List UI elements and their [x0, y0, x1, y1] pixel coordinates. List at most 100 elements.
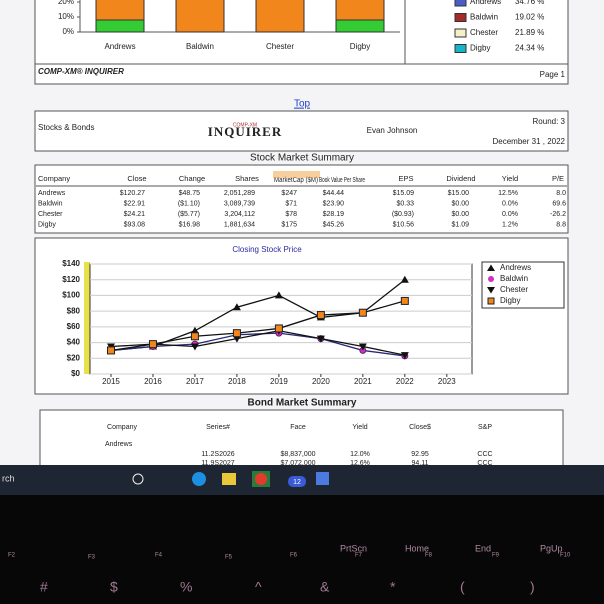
cell: $247 — [281, 190, 297, 197]
key-label: # — [40, 579, 48, 595]
bar — [175, 0, 225, 33]
x-tick-label: Digby — [350, 42, 370, 51]
column-header: Dividend — [446, 174, 475, 183]
cell: $1.09 — [451, 221, 469, 228]
key-label: ( — [460, 579, 465, 595]
cell: 94.11 — [412, 460, 429, 467]
badge[interactable] — [288, 476, 306, 487]
key-label: F4 — [155, 553, 163, 559]
cortana[interactable] — [132, 473, 144, 485]
cell: $0.00 — [451, 211, 469, 218]
bond-table — [39, 409, 564, 471]
edge-icon[interactable] — [192, 472, 206, 486]
legend-label: Baldwin — [470, 13, 498, 22]
y-tick-label: $100 — [62, 291, 80, 300]
legend-label: Baldwin — [500, 274, 528, 283]
cell: ($1.10) — [178, 200, 200, 207]
x-tick-label: 2021 — [354, 377, 372, 386]
cell: CCC — [477, 460, 492, 467]
line — [110, 332, 405, 357]
key-label: F10 — [560, 553, 571, 559]
bond-title: Bond Market Summary — [248, 398, 357, 409]
x-tick-label: Baldwin — [186, 42, 214, 51]
chart-title: Closing Stock Price — [232, 245, 302, 254]
highlight — [273, 171, 320, 178]
x-tick-label: 2016 — [144, 377, 162, 386]
legend-swatch — [454, 0, 467, 7]
footer-page: Page 1 — [540, 70, 566, 79]
cell: 12.0% — [350, 451, 370, 458]
cell: 2,051,289 — [224, 190, 255, 197]
y-tick-label: $40 — [67, 338, 81, 347]
legend-marker — [487, 287, 495, 294]
bar — [95, 19, 145, 33]
cell: 12.6% — [350, 460, 370, 467]
y-tick-label: 10% — [58, 12, 74, 21]
bar — [335, 19, 385, 33]
cell: $120.27 — [120, 190, 145, 197]
column-header: S&P — [478, 424, 492, 431]
author: Evan Johnson — [367, 126, 418, 135]
column-header: Close — [127, 174, 146, 183]
cell: ($5.77) — [178, 211, 200, 218]
cell: $45.26 — [323, 221, 345, 228]
x-tick-label: 2015 — [102, 377, 120, 386]
column-header: Face — [290, 424, 306, 431]
cell: 92.95 — [411, 451, 429, 458]
marker — [274, 291, 283, 299]
brand-small: COMP-XM — [233, 122, 257, 128]
plot-area — [89, 263, 473, 375]
app-icon[interactable] — [316, 472, 329, 485]
column-header: Yield — [352, 424, 367, 431]
cell: 0.0% — [502, 211, 518, 218]
cell: 3,089,739 — [224, 200, 255, 207]
axis-3d-edge — [84, 262, 90, 374]
line — [110, 300, 406, 352]
cell: 69.6 — [552, 200, 566, 207]
y-tick-label: $20 — [67, 353, 81, 362]
column-header: MarketCap ($M) — [274, 177, 318, 184]
bar — [95, 0, 145, 21]
cell: 1.2% — [502, 221, 518, 228]
y-tick-label: $80 — [67, 306, 81, 315]
key-label: F2 — [8, 553, 16, 559]
cell: ($0.93) — [392, 211, 414, 218]
round: Round: 3 — [533, 117, 566, 126]
explorer-icon[interactable] — [222, 473, 236, 485]
key-label: F9 — [492, 553, 500, 559]
cell: Andrews — [105, 441, 133, 448]
cell: 0.0% — [502, 200, 518, 207]
legend-swatch — [454, 28, 467, 38]
cell: 8.0 — [556, 190, 566, 197]
cell: $44.44 — [323, 190, 345, 197]
cell: Andrews — [38, 190, 66, 197]
key-label: End — [475, 543, 491, 553]
marker — [274, 324, 283, 333]
x-tick-label: 2019 — [270, 377, 288, 386]
x-tick-label: 2023 — [438, 377, 456, 386]
column-header: Series# — [206, 424, 230, 431]
y-tick-label: $120 — [62, 275, 80, 284]
legend-label: Andrews — [470, 0, 501, 6]
cell: Digby — [38, 221, 56, 228]
chrome-icon[interactable] — [255, 473, 267, 485]
key-label: ) — [530, 579, 535, 595]
bar — [255, 0, 305, 33]
cell: $48.75 — [179, 190, 201, 197]
cell: $0.33 — [396, 200, 414, 207]
footer-brand: COMP-XM® INQUIRER — [38, 67, 124, 76]
search-box[interactable]: rch — [2, 473, 15, 483]
cell: $175 — [281, 221, 297, 228]
cell: $24.21 — [124, 211, 146, 218]
cell: Baldwin — [38, 200, 63, 207]
key-label: & — [320, 579, 330, 595]
marker — [400, 275, 409, 283]
key-label: F3 — [88, 555, 96, 561]
key-label: % — [180, 579, 192, 595]
top-link[interactable]: Top — [294, 99, 311, 110]
column-header: EPS — [398, 174, 413, 183]
x-tick-label: Chester — [266, 42, 294, 51]
marker — [232, 329, 241, 338]
